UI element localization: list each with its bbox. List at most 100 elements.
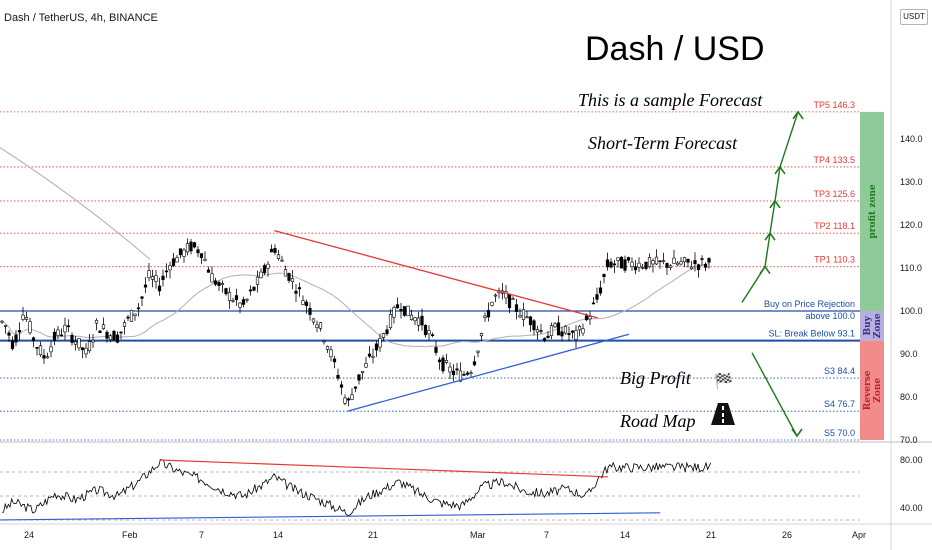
candle-body bbox=[248, 289, 253, 292]
candle-body bbox=[161, 275, 165, 280]
candle-body bbox=[434, 347, 438, 353]
candle-body bbox=[227, 292, 232, 301]
candle-body bbox=[357, 374, 361, 381]
zone-1 bbox=[860, 111, 884, 311]
candle-body bbox=[56, 329, 60, 336]
candle-body bbox=[287, 273, 291, 281]
candle-body bbox=[206, 269, 211, 273]
trendline-resistance bbox=[274, 229, 598, 319]
candle-body bbox=[556, 322, 561, 336]
level-label: TP5 146.3 bbox=[813, 100, 855, 110]
candle-body bbox=[367, 353, 372, 357]
candle-body bbox=[339, 384, 344, 388]
candle-body bbox=[577, 326, 582, 331]
trendline-support bbox=[347, 333, 630, 412]
candle-body bbox=[619, 256, 624, 269]
checkered-flag-icon: 🏁 bbox=[714, 373, 733, 390]
candle-body bbox=[98, 330, 102, 334]
level-label: TP3 125.6 bbox=[813, 189, 855, 199]
candle-body bbox=[343, 397, 347, 404]
candle-body bbox=[94, 319, 99, 324]
forecast-arrow-head bbox=[759, 265, 771, 275]
candle-body bbox=[143, 284, 148, 288]
candles-layer bbox=[0, 238, 711, 407]
forecast-arrow-segment bbox=[779, 111, 799, 168]
candle-body bbox=[511, 298, 515, 300]
candle-body bbox=[140, 296, 144, 299]
candle-body bbox=[325, 346, 330, 350]
candle-body bbox=[322, 340, 326, 343]
level-label: TP1 110.3 bbox=[814, 255, 855, 265]
candle-body bbox=[7, 332, 11, 336]
candle-body bbox=[640, 266, 645, 269]
candle-body bbox=[549, 325, 554, 336]
candle-body bbox=[0, 320, 4, 323]
chart-title-annotation: Dash / USD bbox=[585, 30, 765, 68]
candle-body bbox=[315, 324, 319, 328]
candle-body bbox=[297, 287, 302, 290]
candle-body bbox=[388, 314, 393, 329]
candle-body bbox=[483, 315, 487, 318]
level-label: TP4 133.5 bbox=[813, 155, 855, 165]
candle-body bbox=[262, 265, 267, 274]
zone-label-line: Reverse bbox=[863, 370, 873, 410]
candle-body bbox=[224, 288, 228, 295]
price-tick-label: 110.0 bbox=[900, 263, 922, 273]
forecast-arrow-head bbox=[792, 110, 804, 120]
zone-label: ReverseZone bbox=[863, 370, 883, 410]
candle-body bbox=[413, 317, 417, 322]
candle-body bbox=[476, 350, 480, 353]
candle-body bbox=[595, 294, 599, 300]
candle-body bbox=[108, 335, 113, 341]
reverse-arrow-head bbox=[791, 428, 803, 438]
candle-body bbox=[199, 253, 204, 259]
candle-body bbox=[21, 314, 25, 320]
candle-body bbox=[245, 298, 249, 301]
level-label: Buy on Price Rejection bbox=[764, 299, 855, 309]
zone-label-line: Zone bbox=[873, 313, 883, 338]
candle-body bbox=[276, 254, 281, 259]
big-profit-annotation: Big Profit bbox=[620, 368, 691, 388]
candle-body bbox=[486, 309, 491, 318]
candle-body bbox=[605, 259, 610, 268]
rsi-layer bbox=[0, 441, 932, 521]
reverse-arrow bbox=[751, 352, 798, 437]
candle-body bbox=[693, 260, 697, 265]
candle-body bbox=[637, 262, 641, 268]
candle-body bbox=[231, 300, 235, 302]
candle-body bbox=[66, 325, 71, 328]
candle-body bbox=[563, 326, 568, 334]
currency-badge[interactable]: USDT bbox=[900, 9, 928, 25]
candle-body bbox=[465, 372, 470, 375]
candle-body bbox=[283, 269, 288, 277]
candle-body bbox=[553, 323, 557, 328]
candle-body bbox=[679, 261, 683, 265]
candle-body bbox=[682, 257, 687, 263]
candle-body bbox=[115, 334, 120, 343]
rsi-tick-label: 40.00 bbox=[900, 503, 923, 513]
candle-body bbox=[521, 309, 526, 320]
forecast-note-annotation: This is a sample Forecast bbox=[578, 90, 763, 110]
candle-body bbox=[668, 265, 673, 268]
time-tick-label: 7 bbox=[544, 530, 549, 540]
candle-body bbox=[73, 341, 78, 345]
candle-body bbox=[420, 315, 424, 326]
price-tick-label: 100.0 bbox=[900, 306, 923, 316]
candle-body bbox=[525, 316, 529, 319]
candle-body bbox=[105, 331, 109, 339]
candle-body bbox=[644, 261, 648, 269]
candle-body bbox=[175, 257, 179, 263]
candle-body bbox=[70, 334, 74, 343]
candle-body bbox=[203, 258, 207, 261]
candle-body bbox=[423, 324, 428, 336]
candle-body bbox=[395, 304, 400, 309]
candle-body bbox=[371, 355, 375, 358]
price-tick-label: 140.0 bbox=[900, 134, 923, 144]
level-label: S4 76.7 bbox=[824, 399, 855, 409]
candle-body bbox=[189, 241, 193, 252]
candle-body bbox=[539, 330, 543, 332]
forecast-arrow-segment bbox=[769, 200, 776, 234]
candle-body bbox=[122, 322, 127, 327]
